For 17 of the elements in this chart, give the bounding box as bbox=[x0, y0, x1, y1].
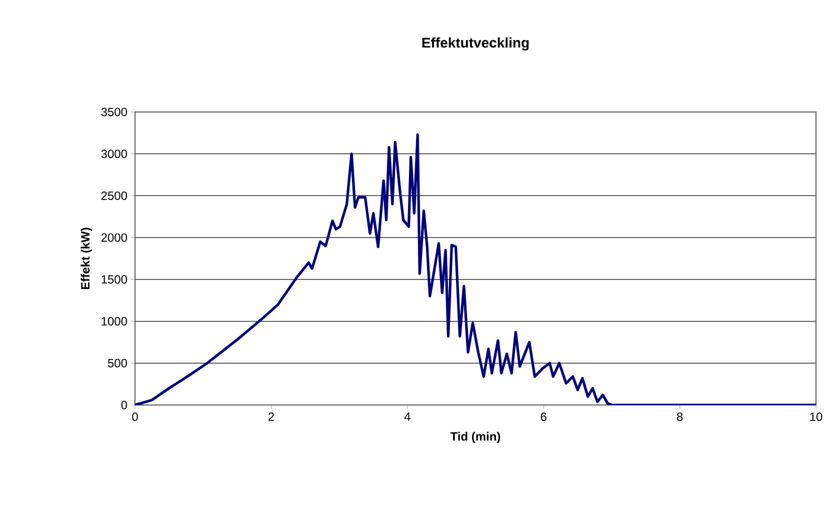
x-tick-label: 8 bbox=[676, 412, 683, 422]
x-tick-label: 2 bbox=[268, 412, 274, 421]
y-tick-label: 2500 bbox=[101, 191, 128, 200]
y-tick-label: 500 bbox=[108, 358, 128, 368]
y-tick-label: 1500 bbox=[102, 275, 128, 284]
y-tick-label: 3500 bbox=[101, 108, 128, 116]
x-tick-label: 0 bbox=[132, 412, 138, 422]
y-tick-label: 1000 bbox=[102, 317, 128, 326]
y-axis-title: Effekt (kW) bbox=[80, 228, 92, 290]
chart-title: Effektutveckling bbox=[422, 37, 529, 51]
y-tick-label: 3000 bbox=[101, 150, 128, 158]
y-tick-label: 0 bbox=[121, 400, 128, 410]
x-tick-label: 4 bbox=[404, 412, 410, 421]
x-tick-label: 10 bbox=[810, 412, 822, 422]
x-axis-title: Tid (min) bbox=[450, 432, 500, 444]
x-tick-label: 6 bbox=[540, 412, 546, 422]
y-tick-label: 2000 bbox=[101, 233, 128, 242]
